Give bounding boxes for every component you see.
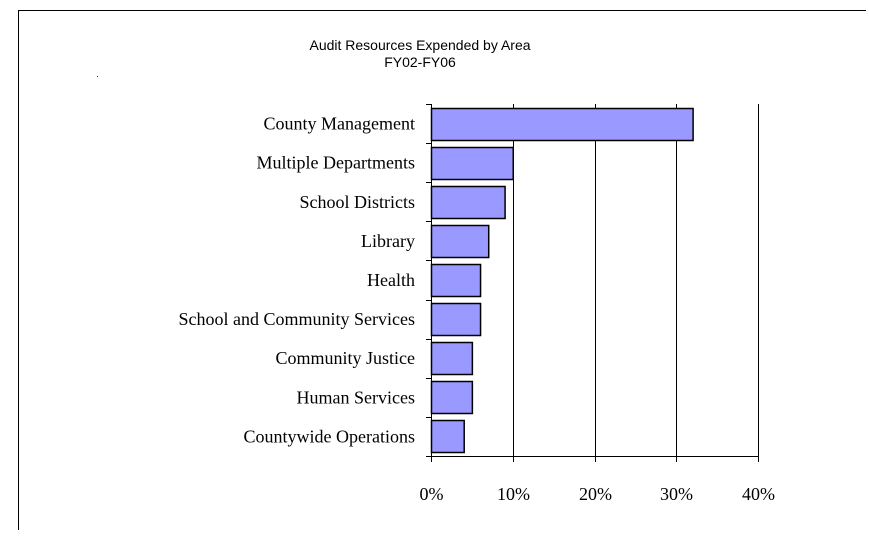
bar [430,224,490,259]
bar [430,185,506,220]
x-tick-label: 20% [579,484,612,504]
category-label: Health [367,270,415,290]
category-label: School and Community Services [179,309,415,329]
category-label: Multiple Departments [257,153,415,173]
bar [430,380,474,415]
category-label: County Management [264,114,415,134]
stray-dot [97,76,98,77]
x-tick-label: 30% [660,484,693,504]
x-tick-label: 10% [497,484,530,504]
bar [430,263,482,298]
category-label: Community Justice [276,348,416,368]
bar [430,419,465,454]
x-tick-label: 0% [420,484,444,504]
bar [430,107,694,142]
category-label: School Districts [300,192,416,212]
category-label: Countywide Operations [244,426,415,446]
chart-frame [18,10,866,530]
bar [430,146,514,181]
category-label: Human Services [297,387,415,407]
bar [430,302,482,337]
chart-title: Audit Resources Expended by Area [309,37,531,53]
bar [430,341,474,376]
chart-subtitle: FY02-FY06 [384,54,456,70]
category-label: Library [361,231,415,251]
x-tick-label: 40% [742,484,775,504]
